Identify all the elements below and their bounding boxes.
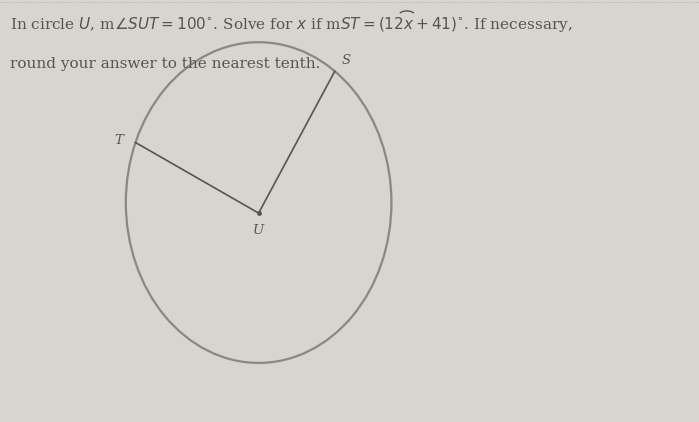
Text: In circle $\mathit{U}$, m$\angle \mathit{SUT} = 100^{\circ}$. Solve for $\mathit: In circle $\mathit{U}$, m$\angle \mathit…	[10, 15, 573, 34]
Text: T: T	[114, 134, 123, 147]
Text: round your answer to the nearest tenth.: round your answer to the nearest tenth.	[10, 57, 321, 71]
Text: S: S	[342, 54, 351, 67]
Text: U: U	[253, 224, 264, 237]
